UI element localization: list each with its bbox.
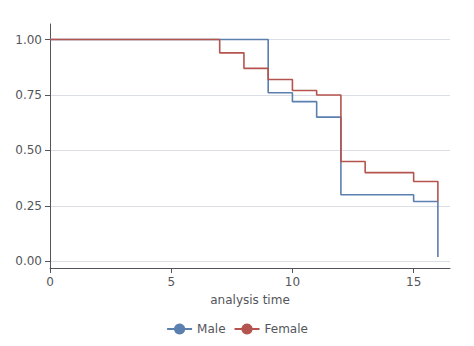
svg-text:0: 0 [46, 275, 54, 289]
svg-text:10: 10 [285, 275, 300, 289]
svg-text:15: 15 [406, 275, 421, 289]
svg-text:0.25: 0.25 [15, 199, 42, 213]
svg-text:Female: Female [265, 322, 308, 336]
svg-text:0.00: 0.00 [15, 254, 42, 268]
svg-text:0.50: 0.50 [15, 143, 42, 157]
svg-text:5: 5 [167, 275, 175, 289]
svg-text:0.75: 0.75 [15, 88, 42, 102]
svg-text:analysis time: analysis time [210, 293, 290, 307]
svg-text:Male: Male [197, 322, 225, 336]
svg-text:1.00: 1.00 [15, 33, 42, 47]
